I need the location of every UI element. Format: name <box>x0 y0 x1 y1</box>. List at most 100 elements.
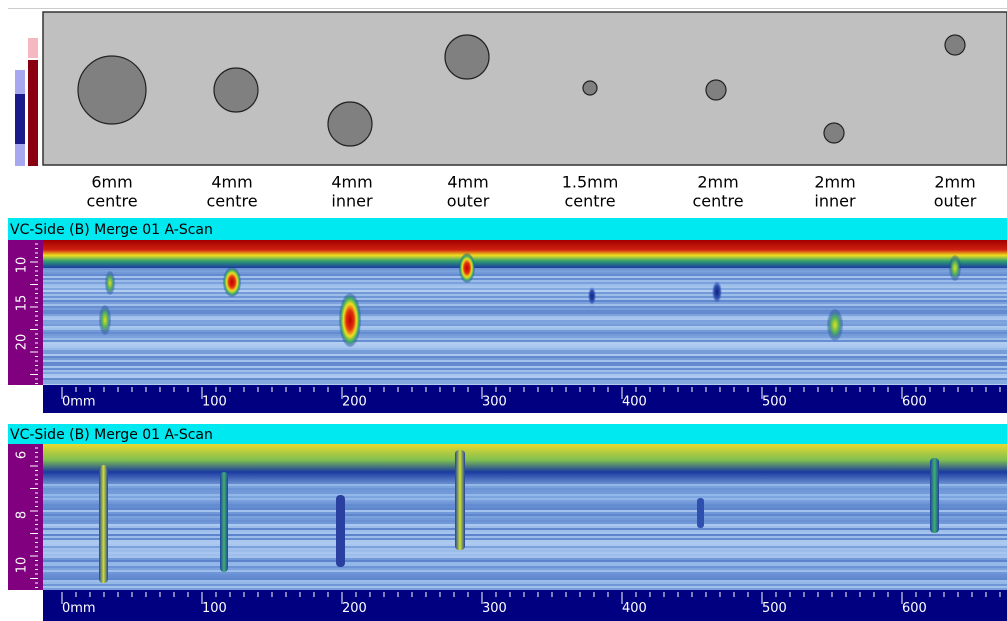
front-echo <box>43 444 1007 484</box>
title-bar <box>8 424 1007 444</box>
scan-texture <box>43 540 1007 542</box>
scan-texture <box>43 496 1007 498</box>
scan-texture <box>43 512 1007 514</box>
scan-texture <box>43 314 1007 316</box>
scan-texture <box>43 328 1007 330</box>
scan-texture <box>43 506 1007 508</box>
scan-texture <box>43 500 1007 502</box>
scan-texture <box>43 310 1007 312</box>
scan-texture <box>43 586 1007 588</box>
scan-texture <box>43 292 1007 294</box>
defect-position: inner <box>331 192 373 211</box>
defect-position: centre <box>564 192 615 211</box>
diagram-border <box>8 8 1007 9</box>
defect-size: 4mm <box>331 173 372 192</box>
scan-texture <box>43 354 1007 356</box>
scan-texture <box>43 580 1007 582</box>
scan-texture <box>43 274 1007 276</box>
scan-texture <box>43 516 1007 518</box>
scan-texture <box>43 312 1007 314</box>
distance-label: 500 <box>762 601 787 616</box>
depth-label: 10 <box>15 257 30 274</box>
scan-texture <box>43 504 1007 506</box>
defect-position: centre <box>86 192 137 211</box>
scan-texture <box>43 356 1007 358</box>
scan-texture <box>43 358 1007 360</box>
scan-texture <box>43 528 1007 530</box>
scan-texture <box>43 278 1007 280</box>
distance-label: 400 <box>622 601 647 616</box>
scan-texture <box>43 530 1007 532</box>
scan-texture <box>43 308 1007 310</box>
defect-size: 1.5mm <box>562 173 619 192</box>
scan-texture <box>43 284 1007 286</box>
scan-texture <box>43 494 1007 496</box>
scan-texture <box>43 570 1007 572</box>
scan-texture <box>43 334 1007 336</box>
defect-size: 2mm <box>814 173 855 192</box>
scan-texture <box>43 544 1007 546</box>
backwall-echo <box>43 240 1007 268</box>
scan-texture <box>43 306 1007 308</box>
scan-texture <box>43 534 1007 536</box>
scan-texture <box>43 520 1007 522</box>
depth-label: 8 <box>15 511 30 519</box>
defect-hole <box>944 34 966 56</box>
scan-texture <box>43 550 1007 552</box>
indication <box>827 309 843 341</box>
scan-texture <box>43 300 1007 302</box>
indication <box>223 267 241 297</box>
indication <box>455 450 465 550</box>
defect-position: inner <box>814 192 856 211</box>
defect-size: 2mm <box>934 173 975 192</box>
distance-label: 400 <box>622 395 647 410</box>
scan-texture <box>43 572 1007 574</box>
scan-texture <box>43 588 1007 590</box>
scan-texture <box>43 568 1007 570</box>
indication <box>588 287 596 305</box>
depth-label: 20 <box>15 334 30 351</box>
indication <box>930 458 939 533</box>
scan-texture <box>43 484 1007 486</box>
scan-texture <box>43 276 1007 278</box>
scan-texture <box>43 486 1007 488</box>
scan-texture <box>43 522 1007 524</box>
scan-texture <box>43 316 1007 318</box>
scan-texture <box>43 352 1007 354</box>
scan-texture <box>43 368 1007 370</box>
scan-texture <box>43 578 1007 580</box>
scan-texture <box>43 498 1007 500</box>
defect-size: 4mm <box>211 173 252 192</box>
scan-texture <box>43 374 1007 376</box>
depth-axis <box>8 444 43 590</box>
scan-texture <box>43 536 1007 538</box>
scan-texture <box>43 542 1007 544</box>
defect-hole <box>77 55 147 125</box>
defect-hole <box>705 79 727 101</box>
specimen <box>42 11 1007 166</box>
distance-label: 600 <box>902 395 927 410</box>
scan-texture <box>43 372 1007 374</box>
scan-texture <box>43 294 1007 296</box>
scan-texture <box>43 564 1007 566</box>
scan-texture <box>43 490 1007 492</box>
scan-texture <box>43 376 1007 378</box>
scan-texture <box>43 552 1007 554</box>
indication <box>339 293 361 347</box>
scan-texture <box>43 380 1007 382</box>
defect-position: centre <box>692 192 743 211</box>
panel-title: VC-Side (B) Merge 01 A-Scan <box>10 427 213 443</box>
scan-texture <box>43 382 1007 384</box>
scan-texture <box>43 560 1007 562</box>
color-bar <box>15 144 25 166</box>
indication <box>949 255 961 281</box>
scan-texture <box>43 296 1007 298</box>
indication <box>712 281 722 303</box>
scan-texture <box>43 298 1007 300</box>
scan-texture <box>43 360 1007 362</box>
distance-label: 600 <box>902 601 927 616</box>
scan-texture <box>43 532 1007 534</box>
indication <box>336 495 345 567</box>
scan-texture <box>43 548 1007 550</box>
